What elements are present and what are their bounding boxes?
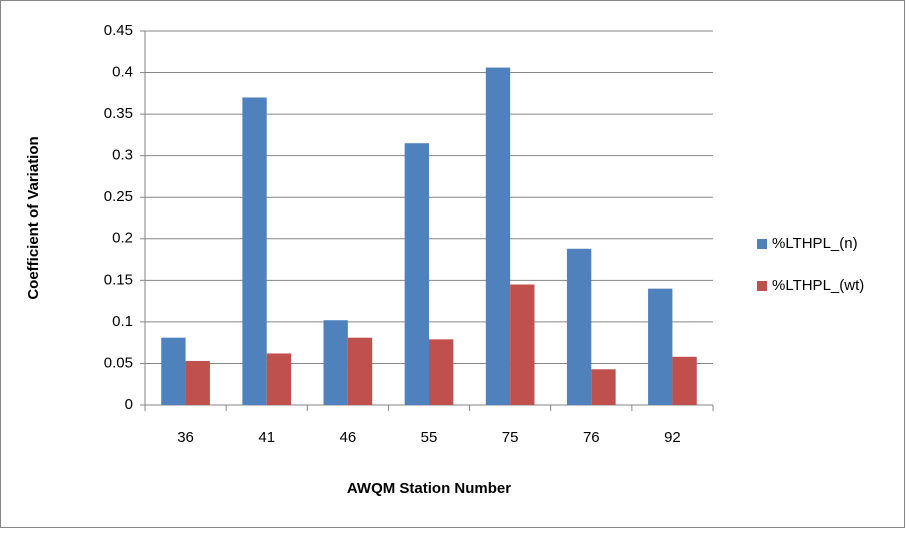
y-tick-label: 0.05 [104, 354, 133, 371]
x-tick-label: 46 [340, 429, 357, 446]
y-tick-label: 0.3 [112, 147, 133, 164]
bar [429, 339, 454, 405]
y-tick-label: 0.45 [104, 22, 133, 39]
x-tick-label: 41 [258, 429, 275, 446]
x-tick-label: 76 [583, 429, 600, 446]
y-tick-label: 0.35 [104, 105, 133, 122]
bar [347, 337, 373, 405]
legend-label: %LTHPL_(n) [772, 235, 858, 252]
y-axis-title: Coefficient of Variation [25, 136, 42, 299]
bar [566, 248, 592, 405]
bar [266, 353, 292, 405]
legend-label: %LTHPL_(wt) [772, 277, 864, 294]
bar [161, 337, 186, 405]
bar [672, 356, 697, 405]
y-tick-label: 0 [125, 396, 133, 413]
bar [591, 369, 616, 405]
y-tick-label: 0.1 [112, 313, 133, 330]
bar [485, 67, 511, 406]
y-tick-label: 0.15 [104, 271, 133, 288]
y-tick-label: 0.25 [104, 188, 133, 205]
y-tick-label: 0.2 [112, 230, 133, 247]
x-tick-label: 55 [421, 429, 438, 446]
bar [404, 143, 429, 405]
legend-swatch [757, 281, 767, 291]
bar [323, 320, 348, 405]
bar [510, 284, 535, 405]
bar [648, 288, 673, 405]
bar [185, 360, 210, 405]
x-tick-label: 36 [177, 429, 194, 446]
x-axis-title: AWQM Station Number [347, 480, 511, 497]
y-tick-label: 0.4 [112, 64, 133, 81]
legend-swatch [757, 239, 767, 249]
x-tick-label: 75 [502, 429, 519, 446]
bar [242, 97, 267, 405]
x-tick-label: 92 [664, 429, 681, 446]
